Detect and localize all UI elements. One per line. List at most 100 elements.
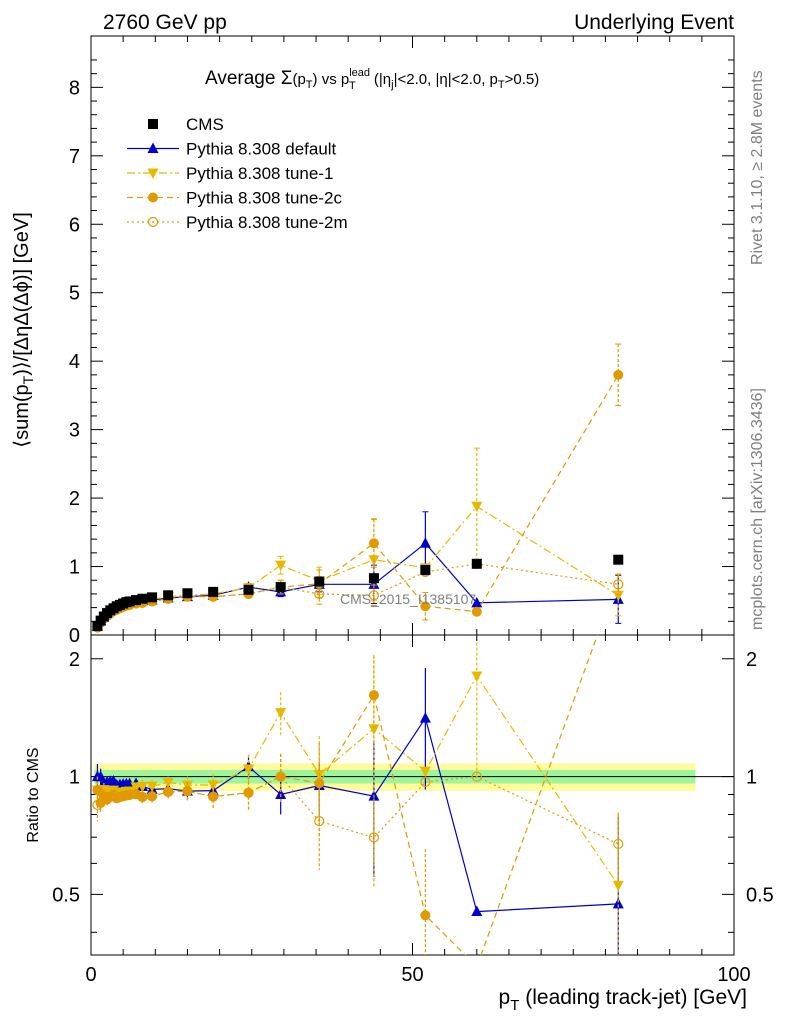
header-left: 2760 GeV pp bbox=[103, 11, 227, 34]
y-tick-label: 8 bbox=[69, 77, 80, 99]
ratio-y-tick-label-right: 2 bbox=[746, 649, 757, 671]
ratio-y-tick-label: 1 bbox=[69, 767, 80, 789]
data-point bbox=[613, 369, 624, 380]
data-point bbox=[368, 578, 380, 589]
ratio-data-point bbox=[314, 816, 325, 827]
data-point bbox=[243, 584, 254, 595]
series-0 bbox=[92, 554, 624, 632]
y-tick-label: 2 bbox=[69, 488, 80, 510]
y-tick-label: 7 bbox=[69, 146, 80, 168]
main-panel: 0 1 2 3 4 5 6 7 8 bbox=[69, 35, 735, 647]
data-point bbox=[471, 501, 483, 513]
ratio-data-point bbox=[368, 690, 379, 701]
data-point bbox=[419, 537, 431, 548]
ratio-y-tick-label: 0.5 bbox=[52, 884, 80, 906]
ratio-panel: 0.5 0.5 1 1 2 2 bbox=[52, 634, 774, 972]
y-tick-label: 6 bbox=[69, 214, 80, 236]
ratio-data-point bbox=[472, 962, 482, 972]
ratio-data-point bbox=[136, 781, 148, 793]
data-point bbox=[275, 582, 286, 593]
ratio-data-point bbox=[98, 791, 109, 802]
data-point bbox=[275, 560, 287, 572]
data-point bbox=[471, 606, 482, 617]
data-point bbox=[612, 590, 624, 602]
ratio-y-tick-label: 2 bbox=[69, 649, 80, 671]
ratio-line bbox=[96, 635, 599, 955]
ratio-data-point bbox=[612, 897, 624, 909]
ratio-y-axis-label: Ratio to CMS bbox=[25, 747, 42, 842]
ratio-data-point bbox=[243, 764, 255, 776]
ratio-data-point bbox=[275, 771, 286, 782]
data-point bbox=[613, 554, 624, 565]
title-sigma: Σ bbox=[281, 68, 293, 89]
series-line bbox=[96, 374, 619, 628]
data-point bbox=[368, 538, 379, 549]
ratio-data-point bbox=[420, 910, 431, 921]
y-tick-label: 4 bbox=[69, 351, 80, 373]
legend-label: Pythia 8.308 tune-2m bbox=[186, 213, 348, 232]
ratio-data-point bbox=[182, 786, 193, 797]
ratio-data-point bbox=[92, 799, 103, 811]
ratio-data-point bbox=[419, 712, 431, 723]
legend-entry: Pythia 8.308 tune-2m bbox=[127, 213, 348, 232]
data-point bbox=[182, 588, 193, 599]
legend-marker bbox=[148, 119, 158, 129]
series-3 bbox=[92, 343, 624, 632]
ratio-series-2 bbox=[91, 635, 624, 955]
ratio-y-tick-label-right: 1 bbox=[746, 767, 757, 789]
ratio-data-point bbox=[137, 791, 148, 803]
legend-marker bbox=[147, 216, 159, 228]
legend-label: CMS bbox=[186, 115, 224, 134]
ratio-series-4 bbox=[92, 753, 624, 889]
x-axis-label: pT (leading track-jet) [GeV] bbox=[499, 986, 747, 1014]
side-text-top: Rivet 3.1.10, ≥ 2.8M events bbox=[749, 70, 766, 265]
ratio-data-point bbox=[95, 797, 106, 808]
ratio-data-point bbox=[124, 789, 135, 800]
ratio-data-point bbox=[419, 766, 431, 778]
y-tick-label: 1 bbox=[69, 557, 80, 579]
series-line bbox=[96, 542, 619, 627]
ratio-data-point bbox=[471, 905, 483, 917]
legend-marker bbox=[147, 142, 159, 153]
y-tick-label: 0 bbox=[69, 625, 80, 647]
ratio-data-point bbox=[182, 786, 193, 797]
title-mid: vs bbox=[318, 71, 341, 88]
ratio-data-point bbox=[181, 780, 193, 792]
ratio-data-point bbox=[146, 781, 158, 793]
data-point bbox=[471, 596, 483, 608]
ratio-data-point bbox=[130, 789, 142, 800]
data-point bbox=[163, 590, 174, 601]
title-cut3: >0.5) bbox=[505, 71, 540, 88]
ratio-series-1 bbox=[91, 667, 624, 955]
legend-label: Pythia 8.308 tune-2c bbox=[186, 189, 342, 208]
y-axis-label: ⟨sum(pT)⟩/[ΔηΔ(Δϕ)] [GeV] bbox=[11, 212, 36, 447]
data-point bbox=[92, 621, 103, 632]
data-point bbox=[368, 590, 380, 601]
ratio-data-point bbox=[162, 778, 174, 789]
data-point bbox=[314, 576, 325, 587]
data-point bbox=[314, 588, 325, 600]
x-tick-label: 50 bbox=[401, 964, 423, 986]
ratio-data-point bbox=[121, 790, 132, 801]
ratio-line bbox=[97, 716, 619, 913]
legend-entry: CMS bbox=[148, 115, 224, 134]
legend-entry: Pythia 8.308 default bbox=[127, 140, 337, 159]
ratio-data-point bbox=[368, 724, 380, 735]
ratio-data-point bbox=[612, 880, 624, 892]
legend-marker bbox=[148, 192, 158, 203]
y-tick-label: 5 bbox=[69, 283, 80, 305]
ratio-data-point bbox=[275, 788, 287, 799]
ratio-data-point bbox=[275, 708, 287, 719]
series-line bbox=[96, 505, 619, 628]
data-point bbox=[208, 586, 219, 597]
data-point bbox=[420, 601, 431, 612]
ratio-y-tick-label-right: 0.5 bbox=[746, 884, 774, 906]
chart-title: Average Σ(pT) vs plead T (|ηj|<2.0, |η|<2… bbox=[205, 67, 539, 92]
data-point bbox=[131, 595, 142, 606]
title-prefix: Average bbox=[205, 68, 281, 89]
ratio-data-point bbox=[471, 771, 482, 782]
legend-entry: Pythia 8.308 tune-1 bbox=[127, 164, 333, 183]
side-text-bottom: mcplots.cern.ch [arXiv:1306.3436] bbox=[749, 388, 766, 630]
x-tick-label: 100 bbox=[717, 964, 750, 986]
